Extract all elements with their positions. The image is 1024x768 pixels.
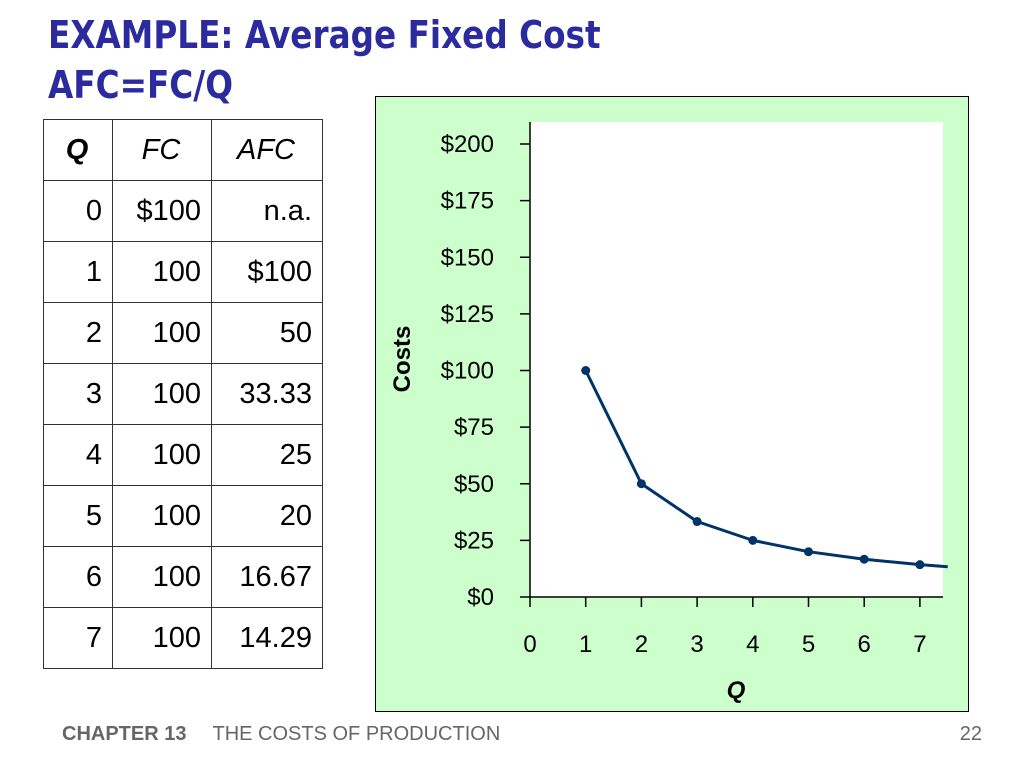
cell-fc: 100 xyxy=(112,546,212,608)
afc-curve xyxy=(584,369,948,569)
cell-afc: $100 xyxy=(211,241,323,303)
x-axis-label: Q xyxy=(727,677,746,704)
footer-subject: THE COSTS OF PRODUCTION xyxy=(212,723,501,745)
title-line-1: EXAMPLE: Average Fixed Cost xyxy=(48,13,601,57)
header-fc: FC xyxy=(112,119,212,181)
title-line-2: AFC=FC/Q xyxy=(48,63,234,107)
cell-afc: 25 xyxy=(211,424,323,486)
afc-chart: $0 $25 $50 $75 $100 $125 $150 $175 $200 0 1 2 3 4 5 6 7 Q… xyxy=(389,122,948,704)
y-tick-label: $175 xyxy=(441,188,494,215)
afc-table: Q FC AFC 0 $100 n.a. 1 100 $100 2 100 50… xyxy=(43,119,323,669)
cell-afc: 14.29 xyxy=(211,607,323,669)
cell-fc: 100 xyxy=(112,485,212,547)
footer-chapter: CHAPTER 13 xyxy=(62,723,187,745)
table-row: 6 100 16.67 xyxy=(43,546,323,608)
cell-q: 1 xyxy=(43,241,113,303)
footer: CHAPTER 13 THE COSTS OF PRODUCTION xyxy=(62,723,500,746)
x-tick-label: 0 xyxy=(523,631,536,658)
data-point xyxy=(748,535,758,545)
table-row: 1 100 $100 xyxy=(43,241,323,303)
x-tick-label: 5 xyxy=(802,631,815,658)
data-point xyxy=(915,560,925,570)
cell-afc: 20 xyxy=(211,485,323,547)
data-point xyxy=(581,366,591,375)
y-tick-label: $0 xyxy=(467,584,494,611)
y-tick-label: $100 xyxy=(441,358,494,385)
slide-title: EXAMPLE: Average Fixed Cost AFC=FC/Q xyxy=(48,10,601,110)
cell-q: 4 xyxy=(43,424,113,486)
cell-fc: 100 xyxy=(112,363,212,425)
table-row: 0 $100 n.a. xyxy=(43,180,323,242)
data-point xyxy=(692,517,702,527)
y-tick-label: $150 xyxy=(441,244,494,271)
header-q: Q xyxy=(43,119,113,181)
cell-q: 0 xyxy=(43,180,113,242)
x-tick-label: 2 xyxy=(635,631,648,658)
cell-afc: n.a. xyxy=(211,180,323,242)
page-number: 22 xyxy=(959,723,982,745)
table-row: 4 100 25 xyxy=(43,424,323,486)
table-row: 3 100 33.33 xyxy=(43,363,323,425)
header-afc: AFC xyxy=(211,119,323,181)
cell-q: 3 xyxy=(43,363,113,425)
cell-afc: 16.67 xyxy=(211,546,323,608)
x-tick-label: 4 xyxy=(746,631,759,658)
y-tick-label: $25 xyxy=(454,527,494,554)
y-tick-label: $75 xyxy=(454,414,494,441)
plot-area xyxy=(530,122,943,597)
y-tick-label: $50 xyxy=(454,471,494,498)
y-tick-label: $200 xyxy=(441,131,494,158)
cell-fc: 100 xyxy=(112,302,212,364)
table-row: 7 100 14.29 xyxy=(43,607,323,669)
cell-fc: 100 xyxy=(112,607,212,669)
data-point xyxy=(859,554,869,564)
cell-q: 2 xyxy=(43,302,113,364)
x-tick-label: 7 xyxy=(913,631,926,658)
table-header-row: Q FC AFC xyxy=(43,119,323,181)
cell-fc: 100 xyxy=(112,424,212,486)
table-row: 5 100 20 xyxy=(43,485,323,547)
table-row: 2 100 50 xyxy=(43,302,323,364)
x-tick-label: 3 xyxy=(690,631,703,658)
data-point xyxy=(804,547,813,557)
cell-q: 6 xyxy=(43,546,113,608)
cell-q: 5 xyxy=(43,485,113,547)
cell-fc: 100 xyxy=(112,241,212,303)
cell-fc: $100 xyxy=(112,180,212,242)
x-tick-label: 1 xyxy=(579,631,592,658)
afc-chart-panel: $0 $25 $50 $75 $100 $125 $150 $175 $200 0 1 2 3 4 5 6 7 Q… xyxy=(375,96,969,712)
y-tick-label: $125 xyxy=(441,301,494,328)
cell-q: 7 xyxy=(43,607,113,669)
cell-afc: 50 xyxy=(211,302,323,364)
data-point xyxy=(636,479,646,489)
y-axis-label: Costs xyxy=(389,326,416,393)
cell-afc: 33.33 xyxy=(211,363,323,425)
x-tick-label: 6 xyxy=(858,631,871,658)
